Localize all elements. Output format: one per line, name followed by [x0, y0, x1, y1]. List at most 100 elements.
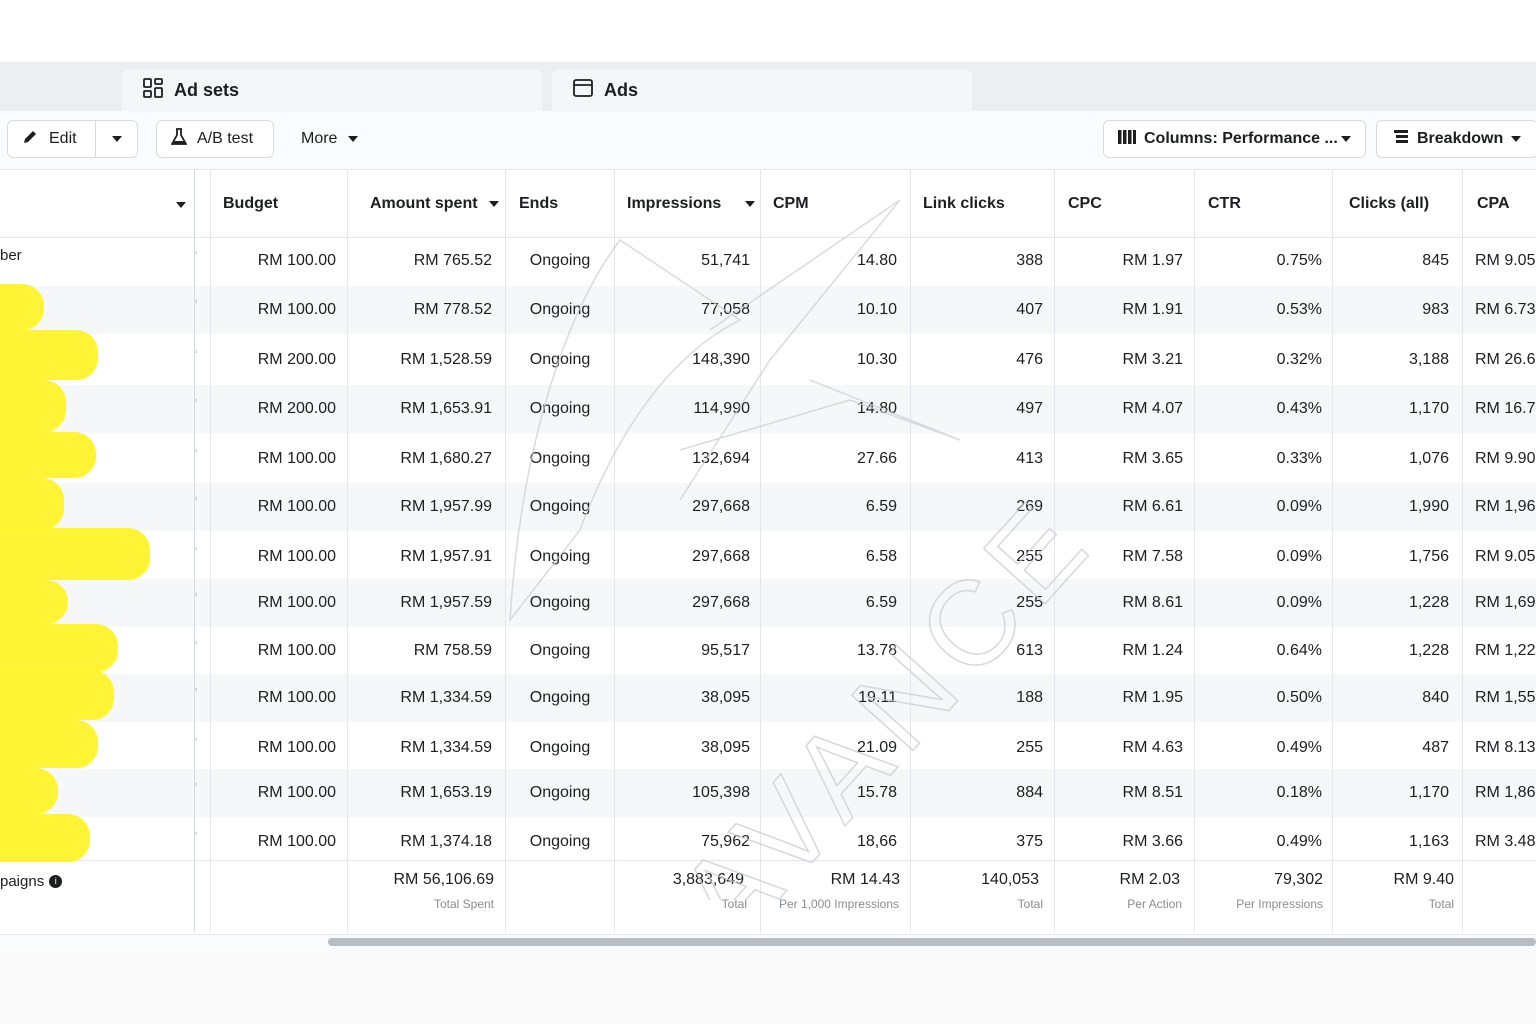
totals-label: paigns i	[0, 873, 63, 890]
header-ends[interactable]: Ends	[519, 194, 559, 212]
row-marker-icon: ▫	[194, 346, 198, 356]
flask-icon	[170, 127, 188, 151]
tab-ad-sets[interactable]: Ad sets	[122, 69, 542, 111]
total-amount-spent-sub: Total Spent	[433, 897, 494, 911]
table-cell: 255	[1016, 739, 1043, 756]
table-cell: 1,228	[1408, 642, 1449, 659]
table-cell: 0.49%	[1276, 833, 1322, 850]
edit-label: Edit	[49, 130, 77, 147]
table-cell: RM 778.52	[413, 301, 492, 318]
more-button[interactable]: More	[301, 120, 359, 158]
table-row[interactable]: ▫ RM 100.00 RM 758.59 Ongoing 95,517 13.78 613…	[0, 627, 1536, 675]
columns-icon	[1118, 129, 1136, 150]
total-impressions: 3,883,649	[672, 871, 744, 888]
table-cell: 0.09%	[1276, 548, 1322, 565]
breakdown-label: Breakdown	[1417, 130, 1504, 147]
table-cell: RM 1,957.91	[400, 548, 492, 565]
table-cell: 0.32%	[1276, 351, 1322, 368]
table-cell: 297,668	[692, 548, 750, 565]
sort-icon[interactable]	[176, 202, 186, 208]
table-cell: RM 1,334.59	[400, 739, 492, 756]
table-cell: 297,668	[692, 498, 750, 515]
header-amount-spent[interactable]: Amount spent	[357, 170, 505, 237]
table-cell: 497	[1016, 400, 1043, 417]
table-row[interactable]: ▫ RM 100.00 RM 1,680.27 Ongoing 132,694 27.66…	[0, 435, 1536, 483]
table-cell: Ongoing	[529, 301, 591, 318]
row-marker-icon: ▫	[194, 445, 198, 455]
ab-test-button[interactable]: A/B test	[156, 120, 274, 158]
total-cpc: RM 2.03	[1119, 871, 1180, 888]
table-cell: Ongoing	[529, 784, 591, 801]
totals-row: paigns i RM 56,106.69 Total Spent 3,883,…	[0, 860, 1536, 933]
table-cell: 19.11	[858, 689, 897, 706]
header-clicks-all[interactable]: Clicks (all)	[1349, 194, 1430, 212]
total-ctr-sub: Per Impressions	[1236, 897, 1323, 911]
row-marker-icon: ▫	[194, 395, 198, 405]
row-marker-icon: ▫	[194, 734, 198, 744]
edit-dropdown-icon[interactable]	[112, 136, 122, 142]
breakdown-button[interactable]: Breakdown	[1376, 120, 1536, 158]
edit-button[interactable]: Edit	[7, 120, 138, 158]
table-cell: 3,188	[1408, 351, 1449, 368]
horizontal-scrollbar[interactable]	[0, 934, 1536, 949]
table-cell: RM 1,957.99	[400, 498, 492, 515]
row-marker-icon: ▫	[194, 296, 198, 306]
table-cell: RM 100.00	[257, 450, 336, 467]
tab-ads[interactable]: Ads	[552, 69, 972, 111]
total-amount-spent: RM 56,106.69	[393, 871, 494, 888]
table-cell: 77,058	[701, 301, 750, 318]
sort-icon	[745, 200, 756, 207]
header-cpc[interactable]: CPC	[1068, 194, 1102, 212]
table-cell: RM 1,334.59	[400, 689, 492, 706]
table-row[interactable]: ▫ RM 100.00 RM 1,653.19 Ongoing 105,398 15.78…	[0, 769, 1536, 817]
table-cell: 0.53%	[1276, 301, 1322, 318]
table-cell: RM 8.13	[1475, 739, 1536, 756]
table-cell: RM 4.63	[1122, 739, 1183, 756]
table-cell: Ongoing	[529, 400, 591, 417]
header-link-clicks[interactable]: Link clicks	[923, 194, 1005, 212]
header-cpm[interactable]: CPM	[773, 194, 809, 212]
table-cell: 6.59	[865, 498, 897, 515]
table-cell: 0.64%	[1276, 642, 1322, 659]
table-cell: RM 100.00	[257, 739, 336, 756]
table-row[interactable]: ▫ RM 100.00 RM 1,957.91 Ongoing 297,668 6.58 2…	[0, 533, 1536, 581]
table-row[interactable]: ▫ RM 100.00 RM 778.52 Ongoing 77,058 10.10 407…	[0, 286, 1536, 334]
table-row[interactable]: ▫ RM 200.00 RM 1,528.59 Ongoing 148,390 10.30…	[0, 336, 1536, 384]
columns-button[interactable]: Columns: Performance ...	[1103, 120, 1366, 158]
header-ctr[interactable]: CTR	[1208, 194, 1241, 212]
table-row[interactable]: ▫ RM 100.00 RM 1,374.18 Ongoing 75,962 18,66 3…	[0, 818, 1536, 866]
table-cell: RM 1.91	[1122, 301, 1183, 318]
table-row[interactable]: ▫ RM 100.00 RM 765.52 Ongoing 51,741 14.80 388…	[0, 237, 1536, 285]
table-cell: RM 7.58	[1122, 548, 1183, 565]
table-cell: RM 758.59	[413, 642, 492, 659]
table-cell: 0.75%	[1276, 252, 1322, 269]
table-row[interactable]: ▫ RM 100.00 RM 1,957.99 Ongoing 297,668 6.59 2…	[0, 483, 1536, 531]
table-cell: 375	[1016, 833, 1043, 850]
table-cell: RM 1.97	[1122, 252, 1183, 269]
total-link-clicks: 140,053	[981, 871, 1039, 888]
table-cell: RM 4.07	[1122, 400, 1183, 417]
table-cell: 476	[1016, 351, 1043, 368]
header-impressions[interactable]: Impressions	[614, 170, 760, 237]
table-row[interactable]: ▫ RM 100.00 RM 1,334.59 Ongoing 38,095 19.11 1…	[0, 674, 1536, 722]
chevron-down-icon	[1341, 136, 1351, 142]
table-cell: 10.10	[856, 301, 897, 318]
scrollbar-thumb[interactable]	[328, 938, 1536, 946]
chevron-down-icon	[1511, 136, 1521, 142]
table-cell: 0.09%	[1276, 594, 1322, 611]
table-cell: 14.80	[856, 400, 897, 417]
header-cpa[interactable]: CPA	[1477, 194, 1510, 212]
table-row[interactable]: ▫ RM 100.00 RM 1,334.59 Ongoing 38,095 21.09 2…	[0, 724, 1536, 772]
table-cell: RM 1,374.18	[400, 833, 492, 850]
info-icon[interactable]: i	[49, 875, 63, 888]
row-name-fragment[interactable]: ber	[0, 247, 22, 264]
table-cell: 14.80	[856, 252, 897, 269]
table-cell: 255	[1016, 548, 1043, 565]
table-row[interactable]: ▫ RM 100.00 RM 1,957.59 Ongoing 297,668 6.59 2…	[0, 579, 1536, 627]
table-cell: 95,517	[701, 642, 750, 659]
table-row[interactable]: ▫ RM 200.00 RM 1,653.91 Ongoing 114,990 14.80…	[0, 385, 1536, 433]
total-cpm-sub: Per 1,000 Impressions	[778, 897, 899, 911]
table-cell: 13.78	[856, 642, 897, 659]
table-cell: 1,170	[1408, 784, 1449, 801]
header-budget[interactable]: Budget	[223, 194, 279, 212]
